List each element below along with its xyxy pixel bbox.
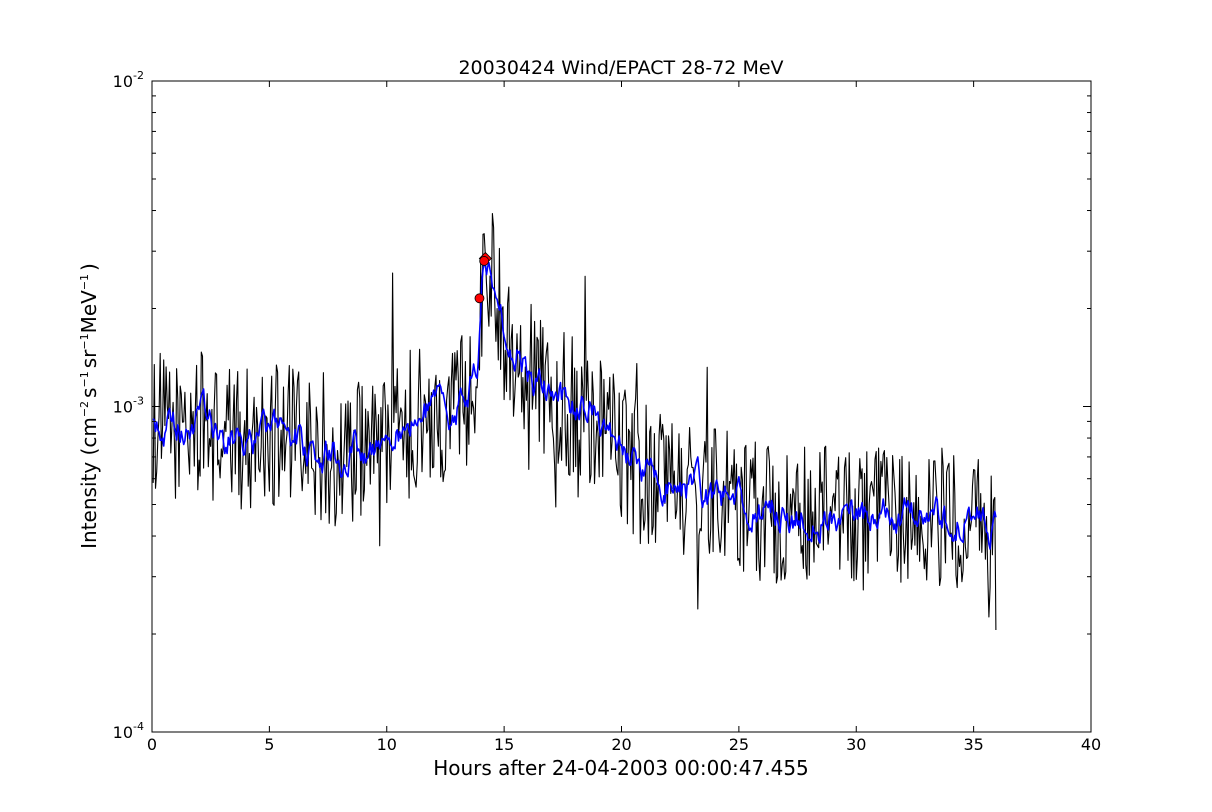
y-tick-labels: 10-410-310-2 (113, 69, 144, 742)
y-axis-label-exp2: −1 (78, 371, 91, 387)
y-tick-label-base: 10 (113, 72, 133, 91)
x-tick-label: 40 (1081, 735, 1101, 754)
marker-layer (474, 251, 492, 304)
x-tick-label: 0 (147, 735, 157, 754)
y-tick-label-exp: -2 (133, 69, 144, 82)
y-axis-label-mid3: MeV (77, 290, 101, 334)
x-tick-labels: 0 5 10 15 20 25 30 35 40 (147, 735, 1101, 754)
smoothed-series-line (152, 261, 997, 550)
y-axis-label-suffix: ) (77, 263, 101, 271)
y-tick-label: 10-3 (113, 395, 144, 417)
y-axis-label-mid1: s (77, 388, 101, 398)
x-tick-label: 25 (729, 735, 749, 754)
y-tick-label-exp: -3 (133, 395, 144, 408)
x-tick-label: 20 (611, 735, 631, 754)
y-tick-label-base: 10 (113, 723, 133, 742)
chart-title: 20030424 Wind/EPACT 28-72 MeV (458, 57, 783, 79)
y-tick-label: 10-4 (113, 720, 144, 742)
y-tick-label-exp: -4 (133, 720, 144, 733)
raw-series-line (152, 212, 997, 631)
x-tick-label: 30 (846, 735, 866, 754)
y-axis-label: Intensity (cm−2s−1sr−1MeV−1) (77, 263, 101, 549)
x-axis-label: Hours after 24-04-2003 00:00:47.455 (433, 756, 809, 780)
onset-marker-circle (474, 293, 485, 304)
y-axis-label-exp4: −1 (78, 274, 91, 290)
y-tick-label-base: 10 (113, 398, 133, 417)
y-axis-label-prefix: Intensity (cm (77, 417, 101, 549)
x-tick-label: 15 (494, 735, 514, 754)
x-tick-label: 35 (963, 735, 983, 754)
series-layer (152, 212, 997, 631)
tick-layer (151, 80, 1092, 733)
y-axis-label-mid2: sr (77, 349, 101, 368)
y-axis-label-exp3: −1 (78, 333, 91, 349)
y-tick-label: 10-2 (113, 69, 144, 91)
onset-marker-circle (479, 256, 490, 266)
y-axis-label-exp1: −2 (78, 401, 91, 417)
x-tick-label: 10 (377, 735, 397, 754)
x-tick-label: 5 (264, 735, 274, 754)
